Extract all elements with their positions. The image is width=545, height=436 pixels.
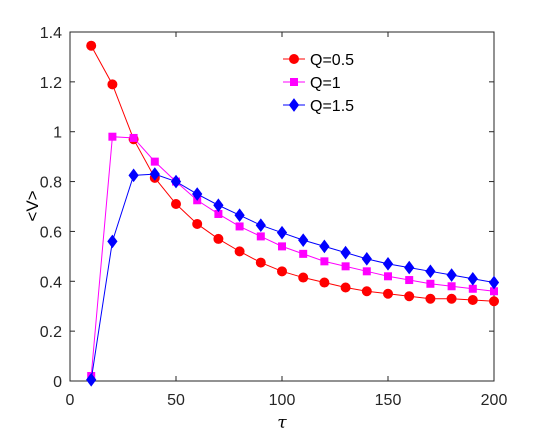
data-point bbox=[256, 232, 265, 241]
data-point bbox=[171, 199, 181, 210]
data-point bbox=[255, 257, 266, 268]
data-point bbox=[298, 272, 309, 283]
data-point bbox=[277, 266, 287, 277]
legend-marker bbox=[288, 98, 300, 112]
data-point bbox=[278, 242, 286, 251]
data-point bbox=[382, 257, 394, 271]
x-tick-label: 100 bbox=[269, 392, 296, 409]
data-point bbox=[426, 279, 435, 288]
data-point bbox=[192, 218, 203, 229]
data-point bbox=[149, 167, 160, 181]
data-point bbox=[467, 271, 478, 286]
data-point bbox=[192, 187, 203, 201]
data-point bbox=[86, 372, 97, 387]
legend-marker bbox=[290, 78, 298, 86]
plot-area-border bbox=[69, 31, 495, 382]
data-point bbox=[128, 168, 139, 183]
x-tick-label: 200 bbox=[481, 392, 508, 409]
data-point bbox=[446, 293, 457, 304]
data-point bbox=[361, 252, 372, 266]
legend: Q=0.5 Q=1 Q=1.5 bbox=[283, 52, 354, 115]
data-point bbox=[340, 245, 351, 260]
data-point bbox=[107, 234, 118, 249]
data-point bbox=[447, 282, 456, 291]
legend-marker bbox=[289, 54, 299, 64]
x-tick-label: 150 bbox=[375, 392, 402, 409]
data-point bbox=[234, 208, 245, 223]
legend-entry: Q=1 bbox=[283, 75, 341, 92]
series-line bbox=[90, 173, 495, 380]
series-layer bbox=[86, 40, 500, 387]
legend-entry: Q=1.5 bbox=[283, 98, 354, 115]
data-point bbox=[404, 291, 415, 302]
x-tick-label: 0 bbox=[66, 392, 75, 409]
data-point bbox=[446, 268, 457, 282]
data-point bbox=[235, 222, 244, 231]
data-point bbox=[107, 79, 118, 90]
y-tick-label: 1.2 bbox=[40, 75, 62, 92]
data-point bbox=[467, 294, 478, 305]
x-tick-label: 50 bbox=[167, 392, 185, 409]
y-axis-ticks: 0 0.2 0.4 0.6 0.8 1 1.2 1.4 bbox=[40, 25, 494, 391]
legend-entry: Q=0.5 bbox=[283, 52, 354, 69]
data-point bbox=[361, 286, 372, 297]
series-3 bbox=[86, 167, 500, 387]
data-point bbox=[405, 276, 414, 285]
data-point bbox=[425, 293, 436, 304]
data-point bbox=[341, 262, 350, 271]
y-axis-label: <V> bbox=[23, 190, 42, 221]
data-point bbox=[320, 257, 329, 266]
legend-label: Q=0.5 bbox=[310, 52, 354, 69]
data-point bbox=[170, 174, 182, 189]
data-point bbox=[299, 249, 308, 258]
series-1 bbox=[86, 40, 499, 307]
data-point bbox=[488, 275, 500, 290]
data-point bbox=[86, 40, 97, 51]
y-tick-label: 0.4 bbox=[40, 274, 62, 291]
data-point bbox=[255, 218, 266, 233]
data-point bbox=[298, 233, 309, 247]
legend-label: Q=1 bbox=[310, 75, 341, 92]
axes-frame bbox=[69, 31, 495, 382]
data-point bbox=[383, 288, 393, 299]
data-point bbox=[319, 239, 330, 254]
x-axis-label: τ bbox=[277, 413, 287, 433]
data-point bbox=[150, 157, 159, 166]
y-tick-label: 1 bbox=[53, 125, 62, 142]
data-point bbox=[108, 132, 117, 141]
data-point bbox=[234, 246, 245, 257]
data-point bbox=[404, 260, 415, 275]
data-point bbox=[129, 133, 138, 142]
data-point bbox=[384, 272, 392, 281]
y-tick-label: 0.2 bbox=[40, 324, 62, 341]
data-point bbox=[340, 282, 351, 293]
data-point bbox=[213, 198, 224, 213]
y-tick-label: 1.4 bbox=[40, 25, 62, 42]
data-point bbox=[489, 296, 499, 307]
data-point bbox=[276, 225, 288, 240]
y-tick-label: 0 bbox=[53, 374, 62, 391]
data-point bbox=[362, 267, 371, 276]
legend-label: Q=1.5 bbox=[310, 98, 354, 115]
data-point bbox=[468, 284, 477, 293]
y-tick-label: 0.8 bbox=[40, 175, 62, 192]
data-point bbox=[213, 233, 224, 244]
series-2 bbox=[87, 132, 498, 381]
data-point bbox=[425, 264, 436, 279]
data-point bbox=[319, 277, 330, 288]
y-tick-label: 0.6 bbox=[40, 224, 62, 241]
x-axis-ticks: 0 50 100 150 200 bbox=[66, 32, 508, 409]
